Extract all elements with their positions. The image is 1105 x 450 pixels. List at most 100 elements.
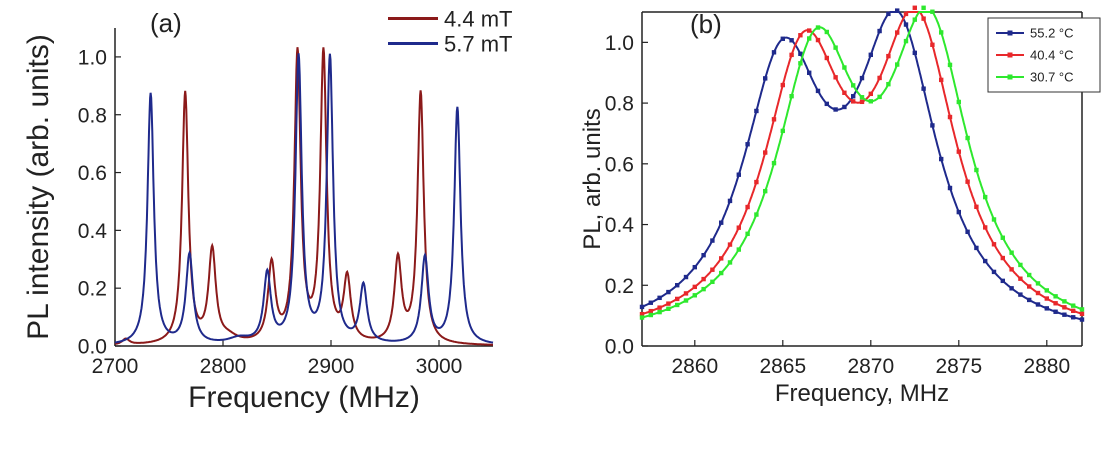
series-marker-2	[763, 188, 768, 194]
series-marker-1	[657, 305, 662, 310]
series-marker-0	[991, 269, 997, 275]
series-marker-0	[939, 156, 944, 162]
series-marker-1	[701, 276, 706, 282]
legend-label-0: 55.2 °C	[1030, 26, 1074, 41]
series-marker-1	[983, 225, 988, 230]
series-marker-0	[859, 75, 865, 81]
series-marker-1	[719, 256, 724, 261]
chart-b-svg: 0.0 0.2 0.4 0.6 0.8 1.0 2860 2865 2870 2875 2880 Fr…	[579, 5, 1101, 407]
series-marker-1	[921, 16, 926, 21]
series-marker-2	[789, 93, 794, 99]
series-marker-0	[683, 274, 689, 280]
series-marker-0	[1062, 312, 1067, 317]
series-marker-0	[727, 198, 733, 204]
series-marker-0	[780, 36, 785, 41]
series-marker-0	[912, 50, 917, 56]
series-marker-0	[947, 185, 953, 191]
x-tick-label: 2865	[759, 355, 806, 378]
series-marker-2	[903, 38, 909, 44]
series-marker-2	[833, 45, 838, 50]
series-marker-1	[859, 99, 865, 105]
series-marker-0	[824, 101, 829, 107]
series-marker-0	[895, 8, 900, 13]
series-marker-1	[895, 30, 900, 35]
series-marker-2	[956, 99, 961, 105]
series-marker-2	[1044, 288, 1049, 293]
chart-panel-a: 0.0 0.2 0.4 0.6 0.8 1.0 2700 2800 2900 3000 Freque…	[22, 6, 512, 414]
series-marker-1	[1035, 290, 1041, 296]
series-marker-0	[930, 123, 935, 128]
legend: 55.2 °C 40.4 °C 30.7 °C	[987, 17, 1101, 93]
series-marker-1	[1044, 296, 1049, 301]
y-tick-label: 0.2	[605, 275, 634, 298]
series-marker-2	[683, 298, 689, 303]
series-marker-2	[842, 65, 847, 70]
series-marker-0	[833, 107, 838, 112]
x-tick-label: 2860	[671, 355, 718, 378]
y-tick-label: 0.6	[78, 162, 107, 185]
series-marker-1	[1062, 305, 1067, 310]
series-marker-2	[1009, 250, 1014, 255]
series-marker-1	[692, 284, 697, 290]
series-marker-2	[798, 61, 803, 66]
x-tick-label: 2880	[1023, 355, 1070, 378]
series-marker-0	[868, 52, 873, 58]
series-marker-2	[701, 286, 706, 292]
series-marker-2	[1062, 299, 1067, 304]
series-marker-2	[983, 194, 988, 200]
legend-marker-0	[1007, 30, 1013, 36]
series-marker-2	[895, 62, 900, 67]
series-marker-0	[719, 220, 724, 225]
series-marker-2	[930, 9, 935, 14]
series-marker-2	[754, 212, 759, 217]
series-marker-2	[851, 83, 856, 88]
y-tick-label: 0.4	[78, 220, 108, 243]
series-marker-1	[798, 33, 803, 38]
series-marker-0	[798, 51, 803, 56]
series-marker-0	[1035, 302, 1041, 307]
series-marker-0	[983, 258, 988, 264]
series-marker-0	[903, 22, 909, 27]
series-marker-1	[789, 52, 794, 58]
series-marker-0	[807, 70, 812, 75]
series-marker-2	[877, 94, 882, 100]
series-marker-2	[727, 260, 733, 265]
series-marker-1	[939, 77, 944, 83]
series-marker-1	[833, 75, 838, 80]
series-marker-1	[1009, 267, 1014, 272]
series-marker-0	[675, 283, 680, 288]
panel-label: (b)	[690, 9, 722, 39]
series-marker-0	[886, 11, 891, 17]
series-marker-2	[991, 217, 997, 222]
y-tick-label: 0.0	[605, 336, 634, 359]
series-marker-0	[842, 104, 847, 110]
legend-label-0: 4.4 mT	[444, 6, 512, 31]
series-marker-1	[947, 114, 953, 120]
series-marker-0	[701, 252, 706, 258]
series-marker-1	[727, 242, 733, 247]
series-marker-2	[939, 30, 944, 35]
series-marker-1	[754, 179, 759, 185]
series-marker-1	[675, 296, 680, 302]
series-marker-2	[807, 36, 812, 41]
series-marker-0	[1018, 292, 1023, 297]
series-marker-1	[1053, 301, 1058, 306]
series-marker-1	[683, 291, 689, 296]
legend-label-1: 5.7 mT	[444, 31, 512, 56]
y-tick-label: 0.2	[78, 278, 107, 301]
series-marker-2	[947, 62, 953, 68]
y-tick-label: 0.4	[605, 214, 635, 237]
series-marker-2	[868, 99, 873, 104]
y-tick-label: 1.0	[605, 32, 634, 55]
series-marker-2	[1053, 294, 1058, 299]
x-tick-label: 2700	[92, 355, 139, 378]
series-marker-0	[763, 76, 768, 81]
series-marker-1	[763, 150, 768, 155]
y-axis-title: PL intensity (arb. units)	[22, 34, 55, 340]
legend-label-2: 30.7 °C	[1030, 70, 1074, 85]
series-marker-2	[921, 5, 926, 10]
x-tick-label: 2875	[935, 355, 982, 378]
series-marker-1	[965, 179, 970, 184]
series-marker-2	[1071, 303, 1076, 308]
series-marker-1	[912, 5, 917, 10]
